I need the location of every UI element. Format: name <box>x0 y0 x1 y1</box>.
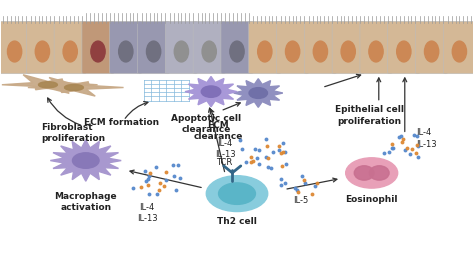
Text: TCR: TCR <box>216 158 232 167</box>
FancyBboxPatch shape <box>360 21 392 74</box>
FancyBboxPatch shape <box>0 21 31 74</box>
Ellipse shape <box>146 41 161 62</box>
Ellipse shape <box>258 41 272 62</box>
Polygon shape <box>50 140 121 181</box>
Ellipse shape <box>369 166 389 180</box>
Ellipse shape <box>369 41 383 62</box>
Ellipse shape <box>64 84 83 91</box>
Polygon shape <box>185 76 237 107</box>
Text: Apoptotic cell
clearance: Apoptotic cell clearance <box>171 114 241 134</box>
Polygon shape <box>234 79 283 107</box>
FancyBboxPatch shape <box>249 21 281 74</box>
Text: Fibroblast
proliferation: Fibroblast proliferation <box>41 123 105 143</box>
FancyBboxPatch shape <box>276 21 309 74</box>
Text: Th2 cell: Th2 cell <box>217 217 257 226</box>
Text: ECM
clearance: ECM clearance <box>193 120 243 141</box>
Polygon shape <box>28 78 124 96</box>
Ellipse shape <box>313 41 328 62</box>
Ellipse shape <box>35 41 49 62</box>
FancyBboxPatch shape <box>137 21 170 74</box>
Ellipse shape <box>202 41 216 62</box>
FancyBboxPatch shape <box>388 21 420 74</box>
FancyBboxPatch shape <box>443 21 474 74</box>
Ellipse shape <box>201 86 221 97</box>
Text: IL-4
IL-13: IL-4 IL-13 <box>417 129 437 148</box>
Ellipse shape <box>63 41 77 62</box>
Circle shape <box>219 183 255 204</box>
FancyBboxPatch shape <box>416 21 447 74</box>
FancyBboxPatch shape <box>332 21 365 74</box>
Text: Macrophage
activation: Macrophage activation <box>55 192 117 212</box>
Text: IL-4
IL-13: IL-4 IL-13 <box>137 203 157 223</box>
Ellipse shape <box>8 41 22 62</box>
FancyBboxPatch shape <box>82 21 114 74</box>
FancyBboxPatch shape <box>27 21 58 74</box>
FancyBboxPatch shape <box>165 21 198 74</box>
Ellipse shape <box>73 153 99 168</box>
Ellipse shape <box>91 41 105 62</box>
FancyBboxPatch shape <box>54 21 86 74</box>
Ellipse shape <box>397 41 411 62</box>
Ellipse shape <box>285 41 300 62</box>
Ellipse shape <box>452 41 466 62</box>
FancyBboxPatch shape <box>193 21 225 74</box>
Ellipse shape <box>249 88 267 98</box>
Ellipse shape <box>425 41 439 62</box>
Ellipse shape <box>38 82 57 88</box>
Text: ECM formation: ECM formation <box>83 118 159 127</box>
Ellipse shape <box>230 41 244 62</box>
Text: Eosinophil: Eosinophil <box>346 195 398 204</box>
Circle shape <box>346 158 398 188</box>
Ellipse shape <box>341 41 356 62</box>
FancyBboxPatch shape <box>221 21 253 74</box>
Text: Epithelial cell
proliferation: Epithelial cell proliferation <box>335 106 404 125</box>
Polygon shape <box>2 75 98 93</box>
FancyBboxPatch shape <box>109 21 142 74</box>
FancyBboxPatch shape <box>304 21 337 74</box>
Ellipse shape <box>354 166 374 180</box>
Ellipse shape <box>174 41 189 62</box>
Text: IL-5: IL-5 <box>293 196 309 205</box>
Circle shape <box>206 176 268 212</box>
Ellipse shape <box>118 41 133 62</box>
Text: IL-4
IL-13: IL-4 IL-13 <box>215 138 236 159</box>
